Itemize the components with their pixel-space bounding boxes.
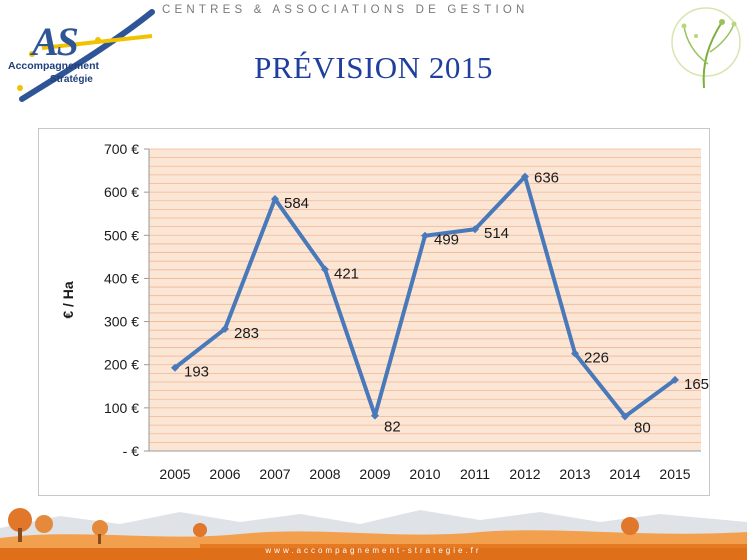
decorative-plant-icon: [671, 7, 741, 89]
data-label: 499: [434, 232, 459, 249]
logo-mark: AS: [32, 19, 79, 64]
data-label: 165: [684, 376, 709, 393]
y-tick-label: 200 €: [104, 357, 139, 373]
data-label: 226: [584, 349, 609, 366]
footer-url: www.accompagnement-strategie.fr: [265, 546, 482, 555]
data-label: 193: [184, 364, 209, 381]
y-tick-label: 400 €: [104, 270, 139, 286]
data-point: [271, 195, 279, 204]
x-tick-label: 2006: [209, 466, 240, 482]
line-chart: - € 100 € 200 € 300 € 400 € 500 € 600 € 700 € € …: [60, 141, 709, 482]
y-tick-label: 500 €: [104, 227, 139, 243]
plot-area: [149, 149, 701, 451]
x-tick-label: 2011: [460, 466, 490, 482]
data-point: [221, 324, 229, 333]
data-label: 514: [484, 225, 509, 242]
data-point: [471, 225, 479, 234]
data-label: 82: [384, 419, 401, 436]
data-point: [571, 349, 579, 358]
header-tagline: CENTRES & ASSOCIATIONS DE GESTION: [162, 4, 529, 16]
y-axis-title: € / Ha: [60, 281, 76, 319]
x-tick-label: 2013: [559, 466, 590, 482]
data-label: 636: [534, 170, 559, 187]
chart-frame: - € 100 € 200 € 300 € 400 € 500 € 600 € 700 € € …: [38, 128, 710, 496]
data-point: [671, 375, 679, 384]
data-point: [621, 412, 629, 421]
data-point: [521, 172, 529, 181]
logo-swoosh: [17, 9, 155, 102]
x-tick-label: 2009: [359, 466, 390, 482]
x-tick-label: 2005: [159, 466, 190, 482]
data-point: [421, 231, 429, 240]
landscape-banner: [0, 498, 747, 560]
x-tick-label: 2007: [259, 466, 290, 482]
slide-title: PRÉVISION 2015: [254, 50, 493, 85]
x-tick-label: 2008: [309, 466, 340, 482]
company-logo: AS Accompagnement Stratégie: [2, 4, 158, 108]
y-tick-label: - €: [123, 443, 140, 459]
y-tick-label: 100 €: [104, 400, 139, 416]
logo-text-line2: Stratégie: [50, 74, 93, 85]
data-label: 584: [284, 195, 309, 212]
y-tick-label: 700 €: [104, 141, 139, 157]
x-tick-label: 2015: [659, 466, 690, 482]
data-label: 283: [234, 325, 259, 342]
header-band: CENTRES & ASSOCIATIONS DE GESTION: [0, 0, 747, 22]
x-tick-label: 2010: [409, 466, 440, 482]
data-point: [321, 265, 329, 274]
y-tick-label: 600 €: [104, 184, 139, 200]
x-tick-label: 2014: [609, 466, 640, 482]
data-label: 80: [634, 419, 651, 436]
data-point: [371, 411, 379, 420]
data-label: 421: [334, 265, 359, 282]
x-tick-label: 2012: [509, 466, 540, 482]
logo-text-line1: Accompagnement: [8, 60, 100, 72]
y-tick-label: 300 €: [104, 314, 139, 330]
data-point: [171, 363, 179, 372]
